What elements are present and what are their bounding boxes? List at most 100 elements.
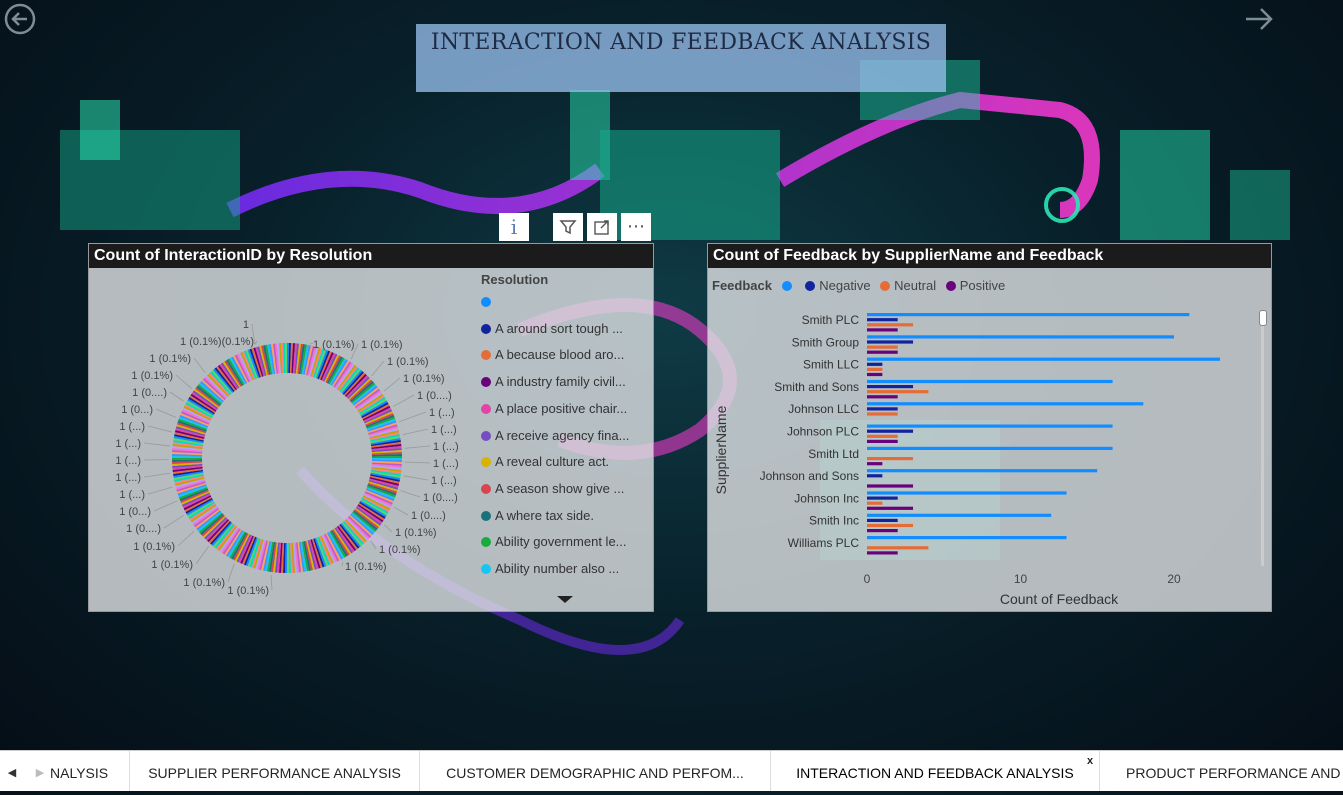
category-label: Smith PLC	[802, 313, 860, 327]
tab-sales-analysis[interactable]: NALYSIS	[50, 751, 130, 791]
legend-dot	[481, 511, 491, 521]
donut-chart[interactable]: 11 (0.1%)(0.1%)1 (0.1%)1 (0.1%)1 (0....)…	[89, 270, 469, 610]
bar[interactable]	[867, 536, 1067, 539]
bar[interactable]	[867, 323, 913, 326]
bar[interactable]	[867, 368, 882, 371]
bar[interactable]	[867, 358, 1220, 361]
legend-dot	[481, 484, 491, 494]
tab-scroll-right-icon[interactable]: ▶	[30, 751, 50, 791]
legend-item-resolution[interactable]: A because blood aro...	[481, 347, 624, 362]
donut-data-label: 1 (...)	[119, 421, 145, 433]
donut-data-label: 1 (0.1%)	[131, 370, 173, 382]
bar[interactable]	[867, 507, 913, 510]
bar[interactable]	[867, 457, 913, 460]
bar[interactable]	[867, 425, 1113, 428]
bar[interactable]	[867, 346, 898, 349]
info-button[interactable]: i	[499, 213, 529, 241]
legend-dot	[481, 377, 491, 387]
bar[interactable]	[867, 546, 928, 549]
legend-item-resolution[interactable]: A place positive chair...	[481, 401, 627, 416]
legend-item-resolution[interactable]: A where tax side.	[481, 508, 594, 523]
tab-supplier-performance[interactable]: SUPPLIER PERFORMANCE ANALYSIS	[130, 751, 420, 791]
bar[interactable]	[867, 412, 898, 415]
bar[interactable]	[867, 484, 913, 487]
bar[interactable]	[867, 497, 898, 500]
legend-item-resolution[interactable]: A around sort tough ...	[481, 321, 623, 336]
tab-interaction-feedback[interactable]: INTERACTION AND FEEDBACK ANALYSIS	[771, 751, 1100, 791]
y-axis-title: SupplierName	[713, 405, 729, 494]
bar[interactable]	[867, 469, 1097, 472]
bar[interactable]	[867, 474, 882, 477]
more-options-button[interactable]: ⋯	[621, 213, 651, 241]
legend-scroll-down-icon[interactable]	[557, 596, 573, 603]
tab-customer-demographic[interactable]: CUSTOMER DEMOGRAPHIC AND PERFOM...	[420, 751, 771, 791]
tab-product-performance[interactable]: PRODUCT PERFORMANCE AND S	[1100, 751, 1343, 791]
bar[interactable]	[867, 373, 882, 376]
donut-data-label: 1 (...)	[431, 424, 457, 436]
bar[interactable]	[867, 335, 1174, 338]
donut-data-label: 1 (0.1%)	[379, 544, 421, 556]
bar[interactable]	[867, 385, 913, 388]
bar[interactable]	[867, 462, 882, 465]
scrollbar-thumb[interactable]	[1259, 310, 1267, 326]
legend-item-resolution[interactable]	[481, 294, 495, 309]
legend-dot	[481, 324, 491, 334]
legend-item-resolution[interactable]: Ability government le...	[481, 534, 627, 549]
page-title: INTERACTION AND FEEDBACK ANALYSIS	[416, 24, 946, 92]
legend-item-resolution[interactable]: A industry family civil...	[481, 374, 626, 389]
bar[interactable]	[867, 351, 898, 354]
legend-item-resolution[interactable]: A reveal culture act.	[481, 454, 609, 469]
bar[interactable]	[867, 430, 913, 433]
tab-close-button[interactable]: x	[1087, 754, 1093, 768]
bar[interactable]	[867, 328, 898, 331]
legend-item-resolution[interactable]: Ability number also ...	[481, 561, 619, 576]
scrollbar-track[interactable]	[1261, 326, 1264, 566]
donut-data-label: 1 (...)	[431, 475, 457, 487]
bar[interactable]	[867, 524, 913, 527]
donut-leader-line	[399, 412, 426, 422]
bar[interactable]	[867, 313, 1189, 316]
category-label: Smith Group	[792, 335, 860, 349]
legend-item-resolution[interactable]: A receive agency fina...	[481, 428, 629, 443]
bar[interactable]	[867, 318, 898, 321]
bar[interactable]	[867, 502, 882, 505]
bar[interactable]	[867, 435, 898, 438]
x-tick-label: 10	[1014, 572, 1028, 586]
donut-leader-line	[342, 562, 343, 566]
donut-data-label: 1 (0.1%)	[395, 527, 437, 539]
donut-leader-line	[403, 429, 428, 435]
donut-data-label: 1 (...)	[115, 455, 141, 467]
bar[interactable]	[867, 407, 898, 410]
bar[interactable]	[867, 363, 882, 366]
bar[interactable]	[867, 519, 898, 522]
bar[interactable]	[867, 447, 1113, 450]
bar[interactable]	[867, 395, 898, 398]
bar[interactable]	[867, 529, 898, 532]
bar[interactable]	[867, 440, 898, 443]
bar[interactable]	[867, 491, 1067, 494]
bar[interactable]	[867, 380, 1113, 383]
bar[interactable]	[867, 390, 928, 393]
legend-dot	[481, 297, 491, 307]
donut-leader-line	[154, 501, 177, 511]
focus-mode-icon[interactable]	[587, 213, 617, 241]
forward-arrow-icon[interactable]	[1242, 2, 1276, 36]
bar[interactable]	[867, 340, 913, 343]
bar[interactable]	[867, 551, 898, 554]
donut-leader-line	[178, 531, 194, 546]
donut-leader-line	[194, 358, 205, 373]
bar-visual[interactable]: Count of Feedback by SupplierName and Fe…	[707, 243, 1272, 612]
donut-data-label: 1 (0.1%)	[133, 541, 175, 553]
back-arrow-circle-icon[interactable]	[3, 2, 37, 36]
filter-icon[interactable]	[553, 213, 583, 241]
bar[interactable]	[867, 514, 1051, 517]
donut-data-label: 1 (...)	[115, 438, 141, 450]
legend-label: Ability number also ...	[495, 561, 619, 576]
bar[interactable]	[867, 402, 1143, 405]
donut-leader-line	[170, 392, 184, 401]
legend-item-resolution[interactable]: A season show give ...	[481, 481, 624, 496]
donut-leader-line	[148, 426, 172, 432]
tab-scroll-left-icon[interactable]: ◀	[2, 751, 22, 791]
